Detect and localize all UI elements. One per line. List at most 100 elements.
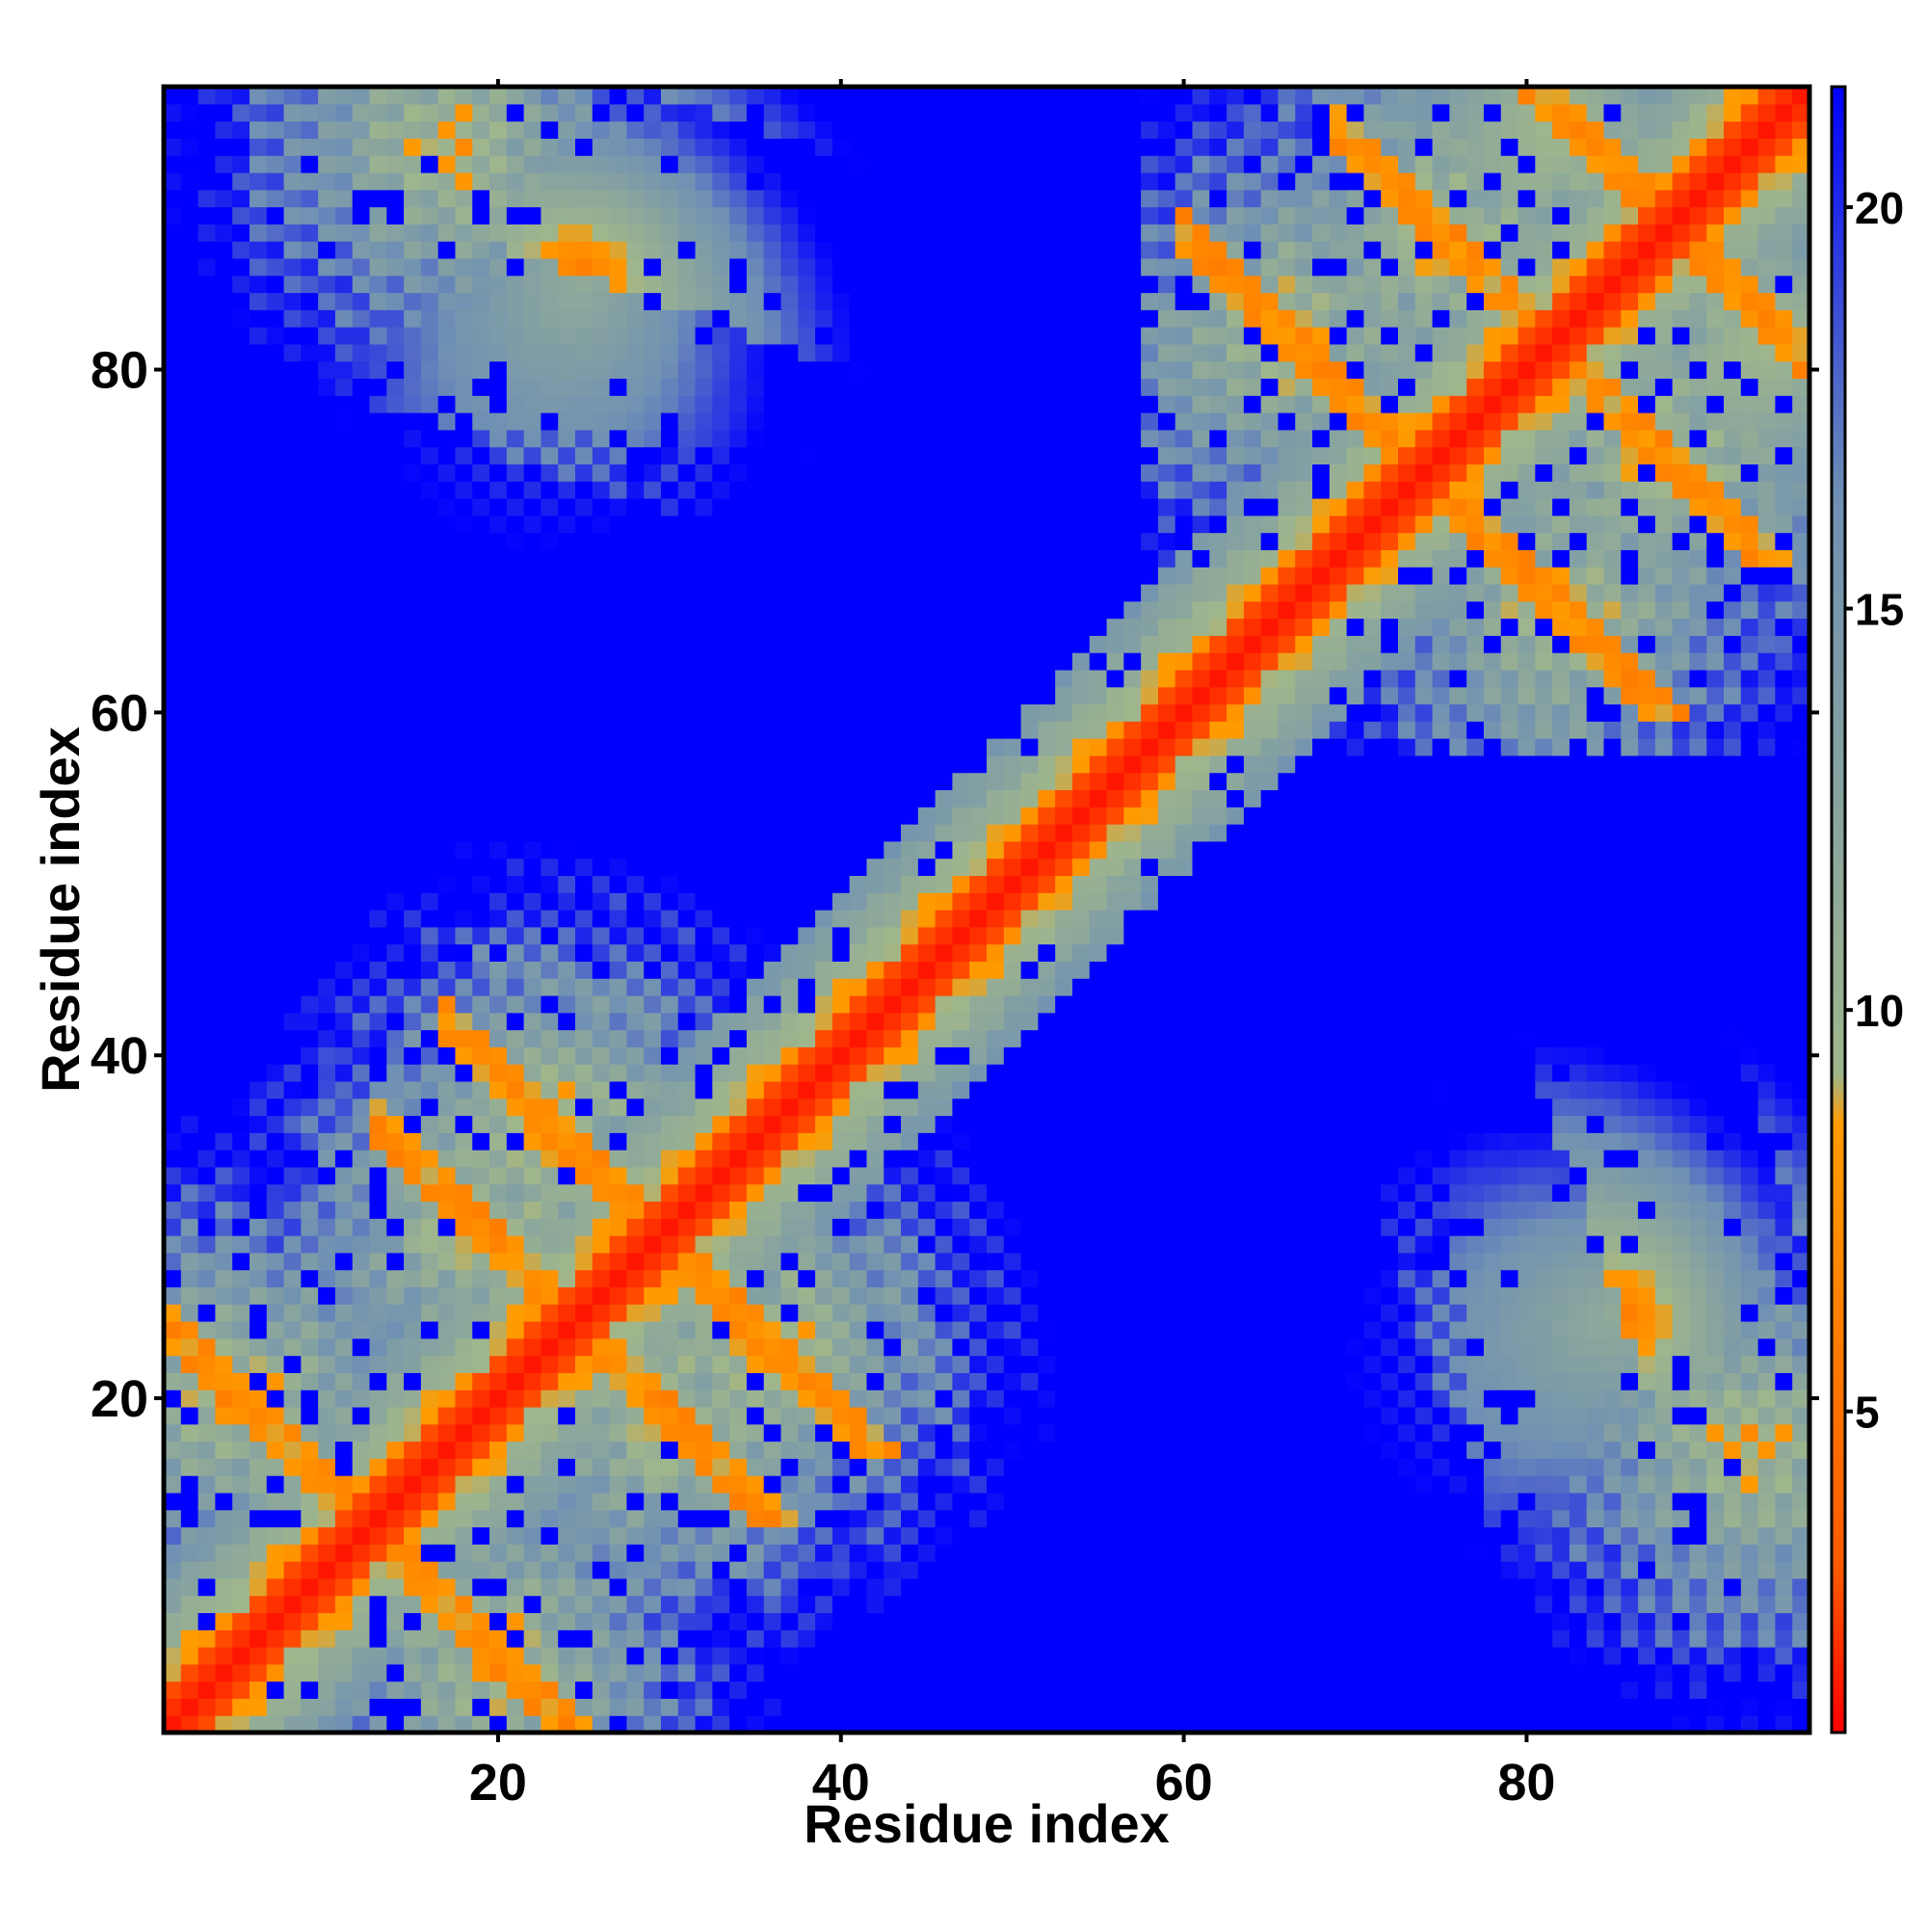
heatmap-cell <box>198 754 216 774</box>
heatmap-cell <box>952 1372 970 1390</box>
heatmap-cell <box>301 1355 319 1373</box>
heatmap-cell <box>334 669 354 688</box>
heatmap-cell <box>798 224 816 242</box>
heatmap-cell <box>644 1150 662 1168</box>
heatmap-cell <box>1020 1441 1039 1459</box>
heatmap-cell <box>1038 481 1056 499</box>
heatmap-cell <box>1003 1355 1022 1373</box>
heatmap-cell <box>712 1080 730 1099</box>
heatmap-cell <box>523 412 542 431</box>
heatmap-cell <box>987 686 1005 705</box>
heatmap-cell <box>232 429 251 448</box>
heatmap-cell <box>164 1286 182 1305</box>
heatmap-cell <box>609 978 627 996</box>
heatmap-cell <box>523 1150 542 1168</box>
heatmap-cell <box>695 994 713 1014</box>
heatmap-cell <box>489 1201 508 1219</box>
heatmap-cell <box>352 549 371 568</box>
heatmap-cell <box>455 1423 473 1442</box>
heatmap-cell <box>301 910 319 928</box>
heatmap-cell <box>1020 652 1039 671</box>
heatmap-cell <box>318 343 336 362</box>
heatmap-cell <box>609 1355 627 1373</box>
heatmap-cell <box>1038 1218 1056 1236</box>
heatmap-cell <box>729 943 748 962</box>
heatmap-cell <box>489 327 508 345</box>
heatmap-cell <box>404 309 422 328</box>
heatmap-cell <box>644 1698 662 1716</box>
heatmap-cell <box>1020 532 1039 550</box>
heatmap-cell <box>592 754 611 774</box>
heatmap-cell <box>180 1080 199 1099</box>
heatmap-cell <box>318 1681 336 1700</box>
heatmap-cell <box>1003 1183 1022 1203</box>
heatmap-cell <box>215 103 233 122</box>
heatmap-cell <box>952 1064 970 1082</box>
heatmap-cell <box>1003 532 1022 550</box>
heatmap-cell <box>866 257 884 277</box>
heatmap-cell <box>215 189 233 208</box>
heatmap-cell <box>352 1715 371 1734</box>
heatmap-cell <box>866 446 884 465</box>
heatmap-cell <box>1020 257 1039 277</box>
heatmap-cell <box>558 1406 576 1425</box>
heatmap-cell <box>455 943 473 962</box>
heatmap-cell <box>832 1183 851 1203</box>
heatmap-cell <box>472 515 490 534</box>
heatmap-cell <box>917 1663 937 1682</box>
heatmap-cell <box>164 1441 182 1459</box>
heatmap-cell <box>660 1715 679 1734</box>
heatmap-cell <box>455 567 473 585</box>
heatmap-cell <box>369 858 387 877</box>
heatmap-cell <box>455 583 473 602</box>
heatmap-cell <box>866 1064 884 1082</box>
heatmap-cell <box>1003 1304 1022 1322</box>
heatmap-cell <box>283 103 302 122</box>
heatmap-cell <box>523 926 542 945</box>
heatmap-cell <box>1020 1150 1039 1168</box>
heatmap-cell <box>901 224 919 242</box>
heatmap-cell <box>969 1132 988 1151</box>
heatmap-cell <box>1003 1286 1022 1305</box>
heatmap-cell <box>660 549 679 568</box>
heatmap-cell <box>952 1252 970 1271</box>
heatmap-cell <box>489 1544 508 1562</box>
heatmap-cell <box>987 754 1005 774</box>
heatmap-cell <box>609 360 627 380</box>
heatmap-cell <box>729 703 748 722</box>
heatmap-cell <box>866 807 884 825</box>
heatmap-cell <box>677 1046 697 1065</box>
heatmap-cell <box>815 1698 833 1716</box>
heatmap-cell <box>455 1098 473 1117</box>
heatmap-cell <box>232 824 251 842</box>
heatmap-cell <box>746 155 765 173</box>
heatmap-cell <box>506 1269 525 1288</box>
heatmap-cell <box>489 360 508 380</box>
heatmap-cell <box>301 754 319 774</box>
heatmap-cell <box>472 1647 490 1665</box>
heatmap-cell <box>609 943 627 962</box>
heatmap-cell <box>712 1492 730 1511</box>
heatmap-cell <box>301 1458 319 1476</box>
heatmap-cell <box>301 789 319 807</box>
heatmap-cell <box>249 1132 268 1151</box>
heatmap-cell <box>935 429 954 448</box>
heatmap-cell <box>352 1698 371 1716</box>
heatmap-cell <box>746 1080 765 1099</box>
heatmap-cell <box>935 1269 954 1288</box>
heatmap-cell <box>1020 1269 1039 1288</box>
heatmap-cell <box>798 1321 816 1339</box>
heatmap-cell <box>334 1201 354 1219</box>
heatmap-cell <box>1020 1201 1039 1219</box>
heatmap-cell <box>455 703 473 722</box>
heatmap-cell <box>798 1337 816 1357</box>
heatmap-cell <box>729 1218 748 1236</box>
heatmap-cell <box>266 892 285 911</box>
heatmap-cell <box>815 1663 833 1682</box>
heatmap-cell <box>334 224 354 242</box>
heatmap-cell <box>437 1304 457 1322</box>
heatmap-cell <box>437 1475 457 1494</box>
heatmap-cell <box>660 189 679 208</box>
heatmap-cell <box>386 910 405 928</box>
heatmap-cell <box>695 412 713 431</box>
